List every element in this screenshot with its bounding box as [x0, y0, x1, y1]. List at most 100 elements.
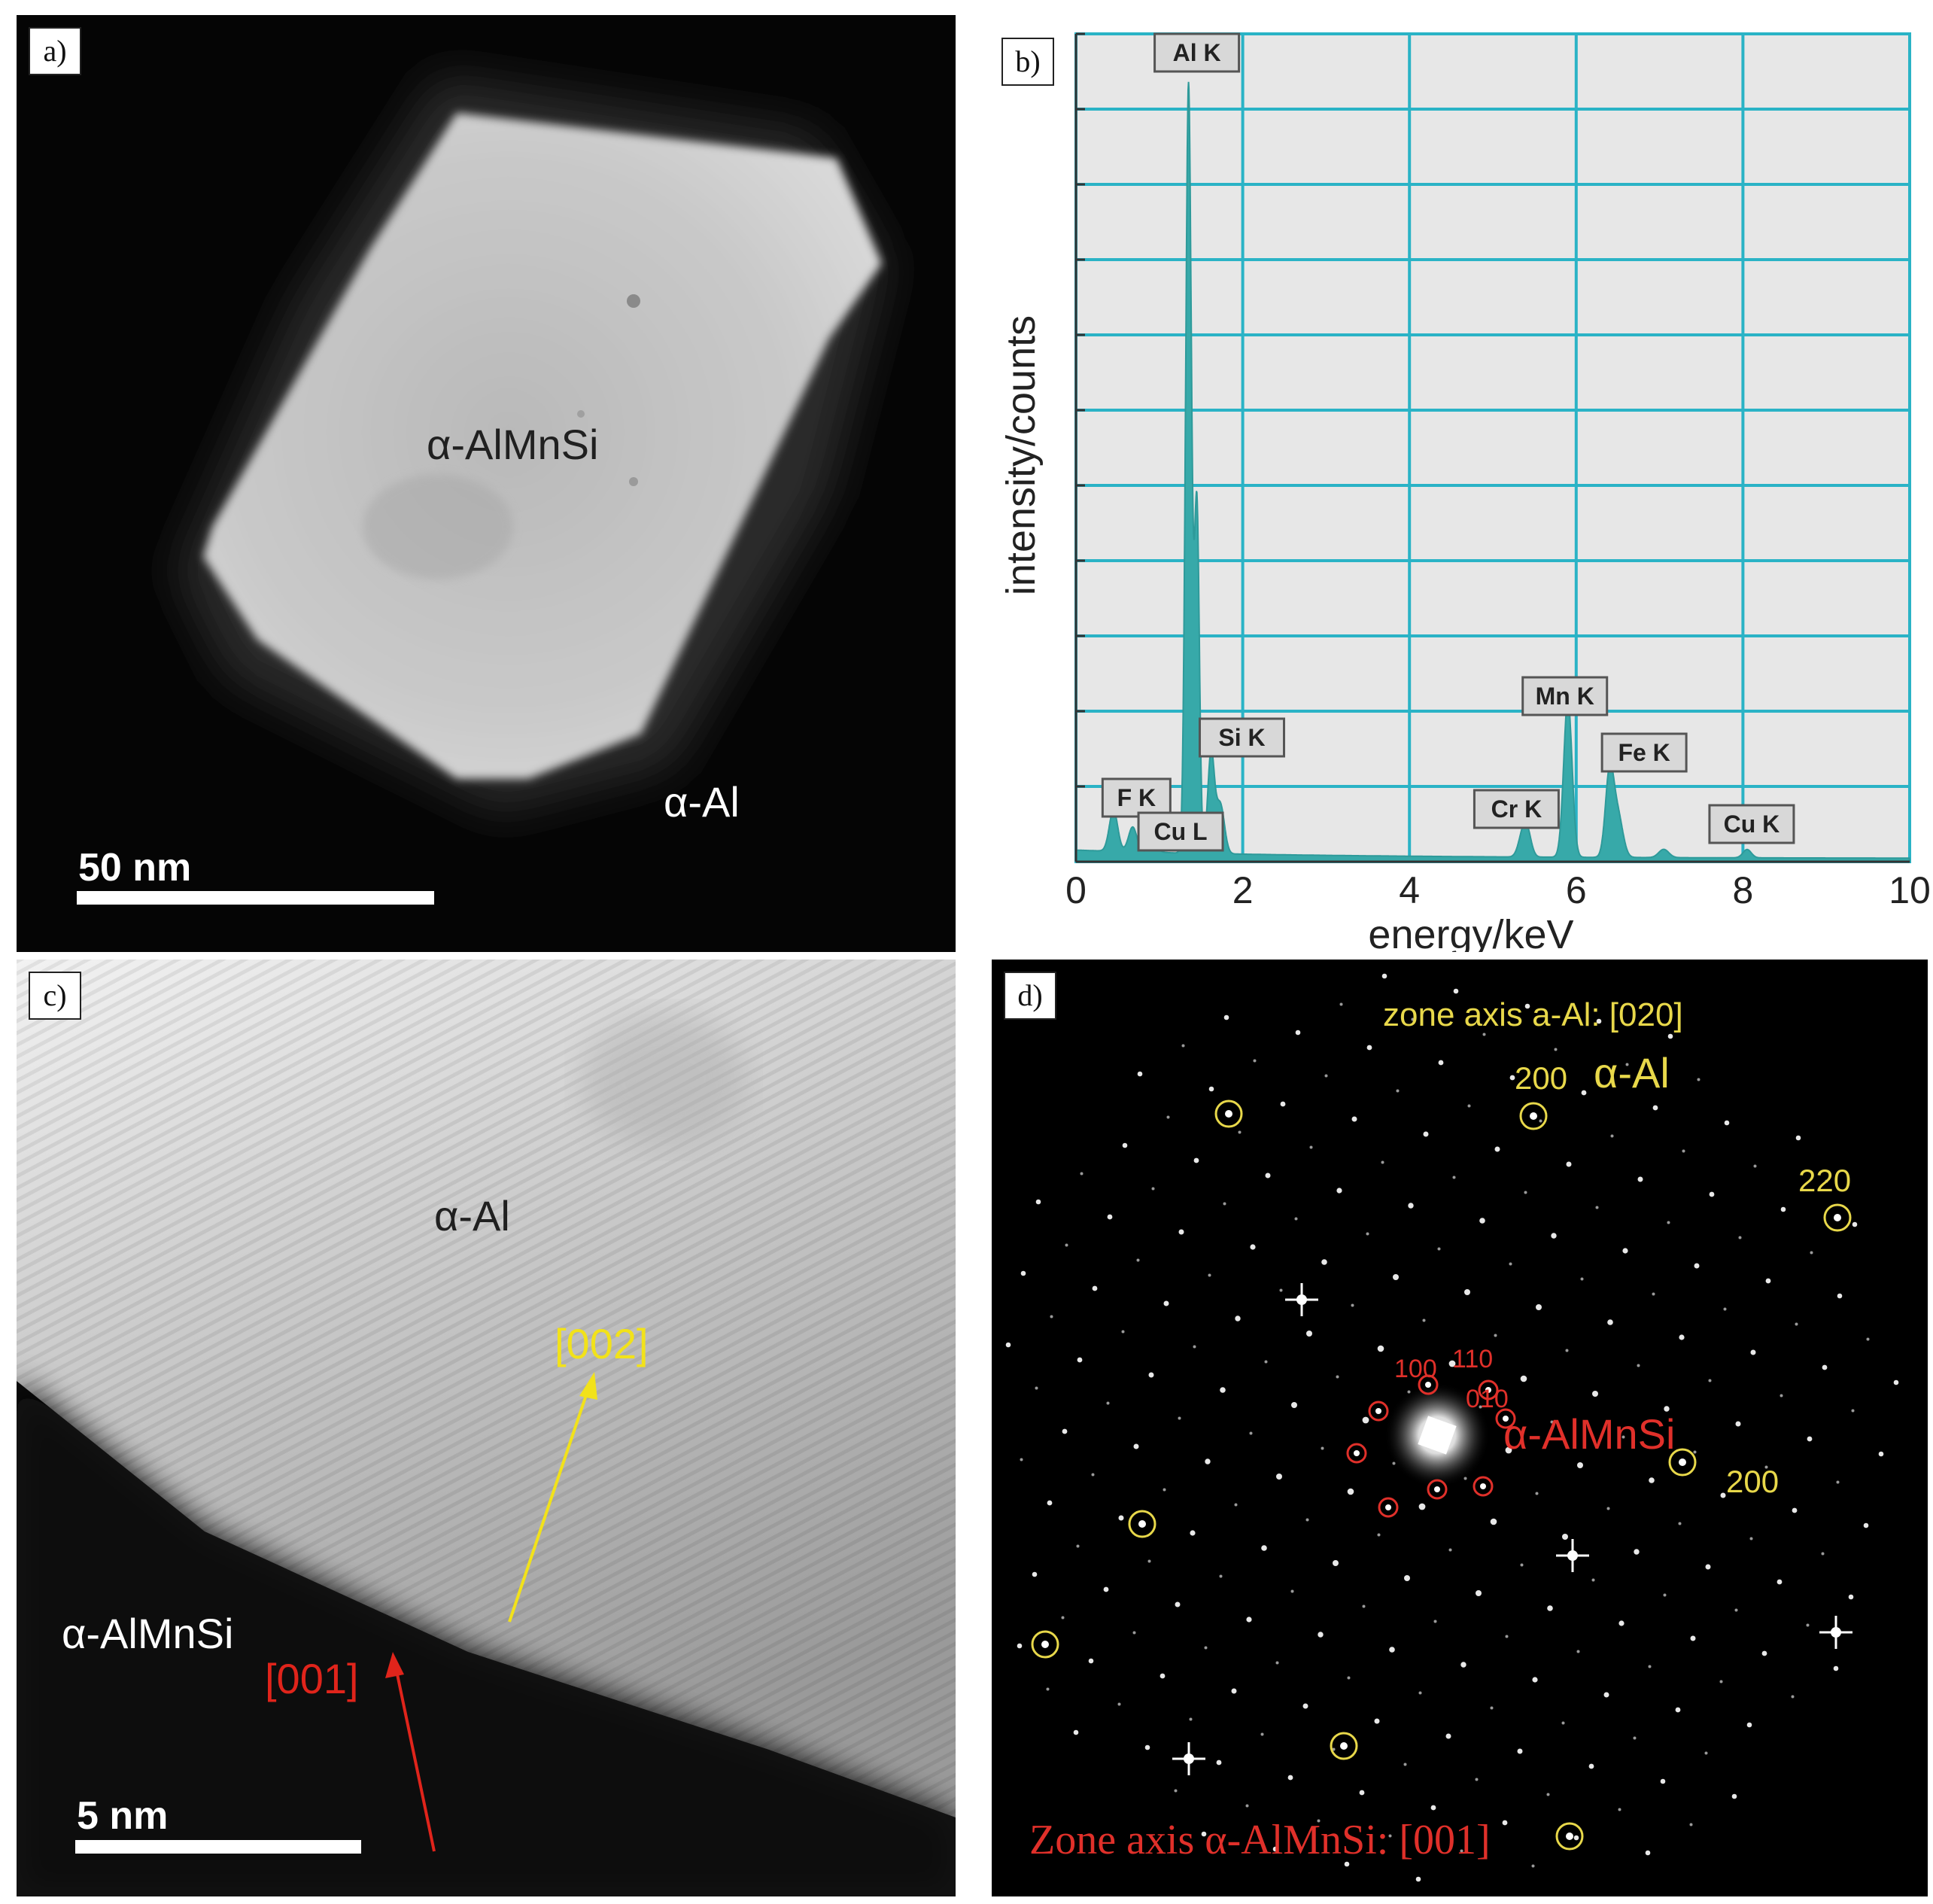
diffraction-spot — [1517, 1748, 1523, 1754]
diffraction-spot — [1746, 1722, 1752, 1728]
bright-spot — [1831, 1627, 1841, 1638]
diffraction-spot — [1536, 1304, 1542, 1310]
diffraction-spot — [1359, 1790, 1365, 1796]
diffraction-spot — [1634, 1549, 1640, 1555]
diffraction-spot-faint — [1531, 1864, 1535, 1868]
diffraction-spot — [1381, 973, 1387, 979]
diffraction-spot — [1448, 1360, 1456, 1367]
diffraction-spot — [1077, 1357, 1083, 1363]
diffraction-spot — [1144, 1744, 1150, 1750]
diffraction-spot — [1833, 1665, 1839, 1671]
peak-label-box — [1101, 777, 1172, 818]
diffraction-spot — [1505, 1446, 1512, 1454]
zone-axis-precipitate: Zone axis α-AlMnSi: [001] — [1029, 1817, 1491, 1863]
diffraction-spot-faint — [1520, 1563, 1524, 1567]
diffraction-spot-faint — [1806, 1623, 1810, 1627]
precipitate-spot — [1503, 1416, 1509, 1422]
diffraction-spot-faint — [1260, 1732, 1264, 1736]
diffraction-spot-faint — [1396, 1089, 1400, 1093]
diffraction-spot — [1822, 1364, 1828, 1370]
diffraction-spot-faint — [1117, 1702, 1121, 1706]
panel-a-scalebar-label: 50 nm — [78, 846, 191, 890]
diffraction-spot — [1780, 1206, 1786, 1212]
diffraction-spot — [1287, 1775, 1293, 1781]
diffraction-spot — [1103, 1586, 1109, 1592]
diffraction-spot-faint — [1091, 1473, 1095, 1477]
diffraction-spot-faint — [1035, 1386, 1038, 1390]
peak-label: Si K — [1218, 724, 1265, 751]
precipitate-particle — [203, 113, 882, 779]
diffraction-spot — [1438, 1060, 1444, 1066]
precipitate-spot-circles — [1346, 1374, 1516, 1518]
precipitate-spot — [1385, 1504, 1391, 1510]
diffraction-spot-faint — [1347, 1676, 1351, 1680]
matrix-spot — [1530, 1112, 1537, 1120]
diffraction-spot-faint — [1193, 1345, 1196, 1349]
diffraction-spot — [1276, 1474, 1282, 1480]
diffraction-spot-faint — [1452, 1176, 1456, 1179]
diffraction-spot-faint — [1719, 1680, 1723, 1683]
zone-axis-matrix: zone axis a-Al: [020] — [1383, 996, 1683, 1033]
matrix-spot-circle — [1668, 1448, 1697, 1477]
diffraction-spot — [1445, 1733, 1451, 1739]
diffraction-spot-faint — [1433, 1620, 1437, 1623]
diffraction-spot-faint — [1610, 1134, 1614, 1138]
diffraction-spot — [1494, 1146, 1500, 1152]
diffraction-spot — [1603, 1692, 1609, 1698]
diffraction-spot-faint — [1524, 1191, 1527, 1194]
diffraction-spot — [1724, 1120, 1730, 1126]
diffraction-spot-faint — [1791, 1695, 1795, 1699]
diffraction-spot-faint — [1693, 1450, 1697, 1454]
diffraction-spot-faint — [1825, 1179, 1828, 1183]
diffraction-spot — [1291, 1402, 1297, 1408]
diffraction-spot — [1460, 1662, 1466, 1668]
matrix-phase-label: α-Al — [1594, 1049, 1670, 1096]
panel-c-micrograph: α-Al α-AlMnSi [002] [001] 5 nm — [17, 960, 956, 1896]
x-tick-label: 8 — [1732, 869, 1753, 911]
diffraction-spot — [1137, 1071, 1143, 1077]
diffraction-spot — [1709, 1191, 1715, 1197]
panel-a-micrograph: α-AlMnSi α-Al 50 nm — [17, 15, 956, 952]
spectrum-trace — [1075, 81, 1911, 862]
diffraction-spot — [1652, 1105, 1658, 1111]
diffraction-spot — [1705, 1564, 1711, 1570]
precipitate-spot — [1434, 1486, 1440, 1492]
diffraction-spot — [1265, 1173, 1271, 1179]
peak-label-box — [1708, 804, 1795, 844]
precipitate-arrowhead — [385, 1652, 404, 1678]
diffraction-spot — [1220, 1387, 1226, 1393]
diffraction-spot — [1430, 1805, 1436, 1811]
diffraction-spot — [1408, 1203, 1414, 1209]
panel-a-scalebar — [77, 891, 434, 905]
diffraction-spot — [1479, 1218, 1485, 1224]
diffraction-spot-faint — [1065, 1243, 1068, 1247]
diffraction-spot-faint — [1734, 1608, 1738, 1612]
precipitate-spot-circle — [1378, 1497, 1399, 1518]
diffraction-spot-faint — [1505, 1635, 1509, 1638]
diffraction-spot — [1306, 1331, 1312, 1337]
diffraction-spot-faint — [1050, 1315, 1053, 1319]
diffraction-spot-faint — [1132, 1631, 1136, 1635]
precipitate-spot-circle — [1495, 1408, 1516, 1429]
diffraction-spot-faint — [1482, 1033, 1486, 1036]
diffraction-spot — [1848, 1594, 1854, 1600]
diffraction-spot-faint — [1749, 1537, 1753, 1541]
matrix-spot-circle — [1823, 1203, 1852, 1232]
diffraction-spot-faint — [1591, 1578, 1595, 1582]
diffraction-spot — [1660, 1778, 1666, 1784]
diffraction-spot-faint — [1339, 1002, 1343, 1006]
diffraction-spot-faint — [1764, 1465, 1768, 1469]
diffraction-spot — [1592, 1391, 1598, 1397]
diffraction-spot — [1404, 1575, 1410, 1581]
diffraction-spot-faint — [1106, 1401, 1110, 1405]
x-tick-labels: 0 2 4 6 8 10 — [1065, 869, 1930, 911]
diffraction-spot-faint — [1151, 1187, 1155, 1191]
diffraction-spot-faint — [1223, 1202, 1226, 1206]
diffraction-spot-faint — [1625, 1063, 1629, 1066]
diffraction-spot — [1005, 1342, 1011, 1348]
diffraction-spot — [1122, 1142, 1128, 1148]
diffraction-spot-faint — [1163, 1488, 1166, 1492]
diffraction-spot — [1178, 1229, 1184, 1235]
diffraction-spot — [1366, 1045, 1372, 1051]
edx-chart: 0 2 4 6 8 10 F KCu LAl KSi KCr KMn KFe KCu K … — [998, 32, 1930, 952]
